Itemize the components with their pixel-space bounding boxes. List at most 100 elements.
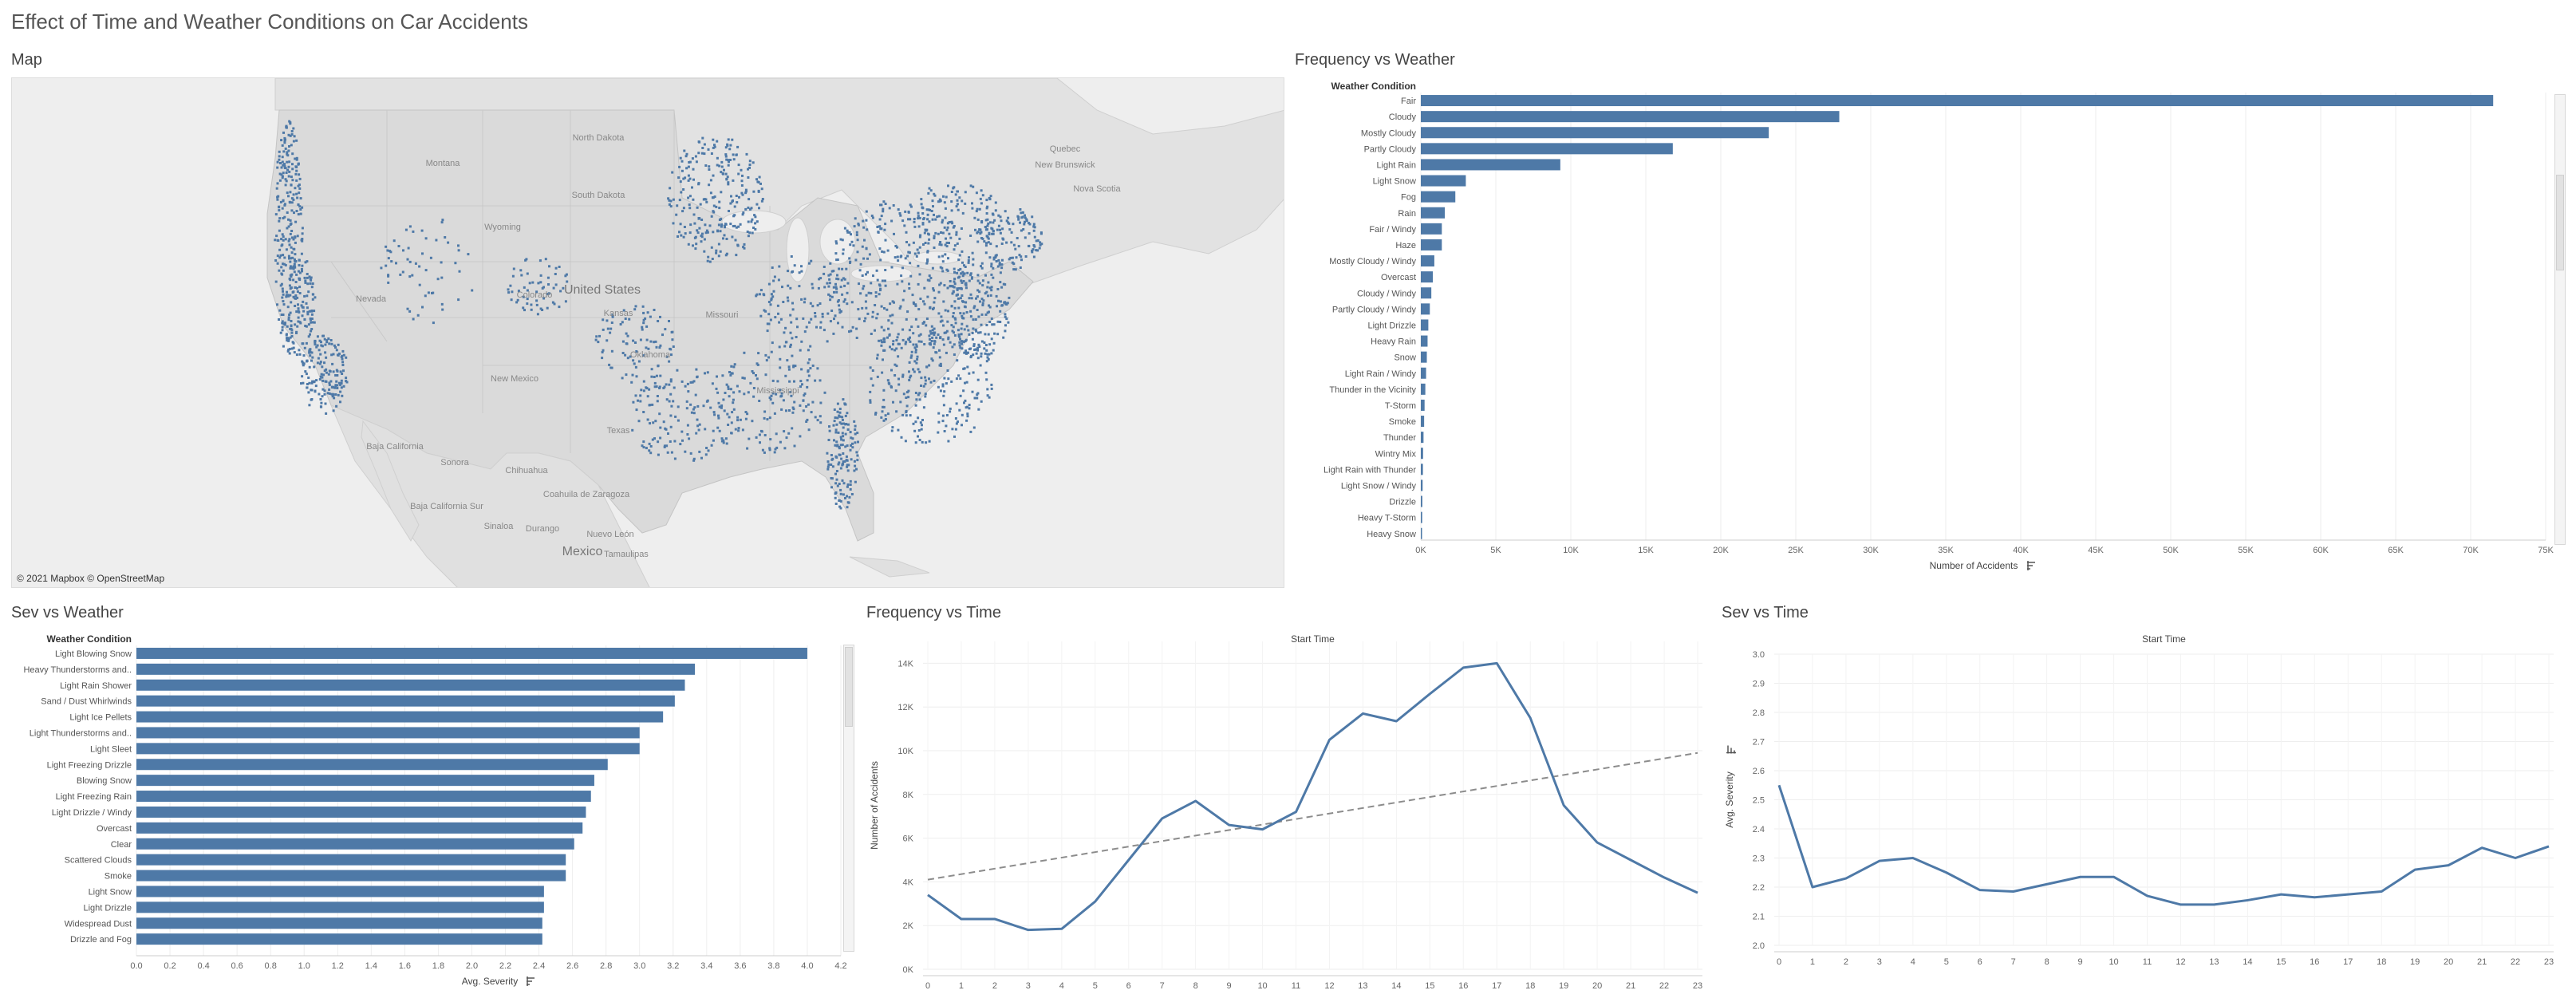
bar-light-drizzle-windy[interactable] xyxy=(136,806,586,818)
data-point-hour-0[interactable] xyxy=(1776,782,1782,788)
bar-haze[interactable] xyxy=(1421,239,1442,250)
bar-fair[interactable] xyxy=(1421,95,2494,107)
data-point-hour-4[interactable] xyxy=(1059,925,1065,932)
sort-descending-icon[interactable] xyxy=(2027,561,2035,570)
bar-t-storm[interactable] xyxy=(1421,399,1425,411)
category-label-heavy-thunderstorms-and[interactable]: Heavy Thunderstorms and.. xyxy=(23,665,132,675)
bar-fair-windy[interactable] xyxy=(1421,223,1442,235)
bar-overcast[interactable] xyxy=(1421,271,1434,283)
category-label-light-freezing-rain[interactable]: Light Freezing Rain xyxy=(56,792,132,802)
bar-mostly-cloudy-windy[interactable] xyxy=(1421,255,1434,267)
bar-clear[interactable] xyxy=(136,838,574,850)
category-label-smoke[interactable]: Smoke xyxy=(1389,417,1416,427)
data-point-hour-3[interactable] xyxy=(1876,858,1883,864)
category-label-heavy-rain[interactable]: Heavy Rain xyxy=(1371,337,1416,347)
data-point-hour-6[interactable] xyxy=(1977,887,1983,894)
category-label-thunder[interactable]: Thunder xyxy=(1383,433,1416,443)
freq-weather-chart[interactable]: Weather Condition Fair Cloudy Mostly Cloudy… xyxy=(1295,73,2576,592)
category-label-mostly-cloudy-windy[interactable]: Mostly Cloudy / Windy xyxy=(1329,257,1416,266)
data-point-hour-0[interactable] xyxy=(925,892,931,898)
category-label-overcast[interactable]: Overcast xyxy=(1381,273,1416,282)
bar-smoke[interactable] xyxy=(136,870,566,882)
data-point-hour-11[interactable] xyxy=(2144,893,2151,899)
bar-widespread-dust[interactable] xyxy=(136,917,542,929)
category-label-smoke[interactable]: Smoke xyxy=(105,872,132,882)
bar-light-drizzle[interactable] xyxy=(136,901,544,913)
category-label-wintry-mix[interactable]: Wintry Mix xyxy=(1375,449,1417,459)
bar-wintry-mix[interactable] xyxy=(1421,448,1423,460)
sev-time-chart[interactable]: Start Time 2.0 2.1 2.2 2.3 2.4 2.5 2.6 2.7 2.8 2.9… xyxy=(1722,626,2567,993)
data-point-hour-16[interactable] xyxy=(2311,894,2318,901)
category-label-fair-windy[interactable]: Fair / Windy xyxy=(1369,225,1416,235)
data-point-hour-8[interactable] xyxy=(2044,881,2050,887)
bar-rain[interactable] xyxy=(1421,207,1446,219)
data-point-hour-15[interactable] xyxy=(2278,891,2284,897)
weather-condition-header[interactable]: Weather Condition xyxy=(47,633,132,645)
bar-partly-cloudy[interactable] xyxy=(1421,143,1673,155)
category-label-light-snow-windy[interactable]: Light Snow / Windy xyxy=(1341,481,1417,491)
series-line[interactable] xyxy=(1777,784,2550,906)
bar-cloudy-windy[interactable] xyxy=(1421,287,1432,299)
category-label-heavy-snow[interactable]: Heavy Snow xyxy=(1367,530,1416,539)
bar-light-sleet[interactable] xyxy=(136,743,640,755)
category-label-cloudy-windy[interactable]: Cloudy / Windy xyxy=(1357,289,1416,298)
category-label-light-snow[interactable]: Light Snow xyxy=(89,887,132,897)
bar-light-freezing-rain[interactable] xyxy=(136,791,591,803)
bar-light-snow-windy[interactable] xyxy=(1421,479,1423,491)
data-point-hour-2[interactable] xyxy=(992,916,998,922)
category-label-light-freezing-drizzle[interactable]: Light Freezing Drizzle xyxy=(47,760,132,770)
data-point-hour-7[interactable] xyxy=(2010,888,2017,894)
category-label-light-rain-with-thunder[interactable]: Light Rain with Thunder xyxy=(1324,465,1416,475)
data-point-hour-18[interactable] xyxy=(1527,715,1533,721)
data-point-hour-9[interactable] xyxy=(2077,874,2084,880)
freq-weather-scrollbar[interactable] xyxy=(2554,94,2566,545)
bar-thunder-in-the-vicinity[interactable] xyxy=(1421,383,1426,395)
category-label-heavy-t-storm[interactable]: Heavy T-Storm xyxy=(1358,514,1416,523)
category-label-light-rain-shower[interactable]: Light Rain Shower xyxy=(60,681,132,691)
data-point-hour-15[interactable] xyxy=(1426,691,1433,697)
category-label-light-drizzle[interactable]: Light Drizzle xyxy=(1367,321,1416,330)
bar-blowing-snow[interactable] xyxy=(136,775,594,787)
bar-light-freezing-drizzle[interactable] xyxy=(136,759,608,771)
bar-partly-cloudy-windy[interactable] xyxy=(1421,303,1430,315)
map-view[interactable]: North Dakota South Dakota Montana Wyomin… xyxy=(11,77,1284,588)
data-point-hour-4[interactable] xyxy=(1910,855,1916,862)
data-point-hour-14[interactable] xyxy=(1393,718,1399,724)
data-point-hour-19[interactable] xyxy=(2412,866,2418,873)
data-point-hour-22[interactable] xyxy=(1661,874,1667,881)
data-point-hour-2[interactable] xyxy=(1843,875,1849,882)
bar-cloudy[interactable] xyxy=(1421,111,1840,123)
category-label-light-sleet[interactable]: Light Sleet xyxy=(90,744,132,754)
category-label-fog[interactable]: Fog xyxy=(1401,193,1416,203)
bar-snow[interactable] xyxy=(1421,351,1427,363)
data-point-hour-3[interactable] xyxy=(1025,927,1032,933)
sev-weather-scrollbar[interactable] xyxy=(843,645,854,952)
bar-smoke[interactable] xyxy=(1421,416,1425,428)
series-line[interactable] xyxy=(927,661,1698,932)
category-label-sand-dust-whirlwinds[interactable]: Sand / Dust Whirlwinds xyxy=(41,697,132,707)
category-label-drizzle-and-fog[interactable]: Drizzle and Fog xyxy=(70,935,132,945)
data-point-hour-20[interactable] xyxy=(1594,839,1600,846)
data-point-hour-1[interactable] xyxy=(1809,884,1816,890)
category-label-rain[interactable]: Rain xyxy=(1398,209,1416,219)
data-point-hour-10[interactable] xyxy=(1260,826,1266,833)
bar-light-thunderstorms-and[interactable] xyxy=(136,727,640,739)
category-label-partly-cloudy[interactable]: Partly Cloudy xyxy=(1364,144,1417,154)
category-label-thunder-in-the-vicinity[interactable]: Thunder in the Vicinity xyxy=(1329,385,1416,395)
data-point-hour-1[interactable] xyxy=(958,916,965,922)
category-label-t-storm[interactable]: T-Storm xyxy=(1385,401,1416,411)
data-point-hour-20[interactable] xyxy=(2445,862,2452,869)
bar-light-rain[interactable] xyxy=(1421,159,1560,171)
bar-heavy-snow[interactable] xyxy=(1421,527,1422,539)
sort-icon[interactable] xyxy=(1726,745,1736,754)
category-label-light-rain-windy[interactable]: Light Rain / Windy xyxy=(1345,369,1417,379)
data-point-hour-17[interactable] xyxy=(1493,660,1500,666)
data-point-hour-10[interactable] xyxy=(2111,874,2117,880)
category-label-cloudy[interactable]: Cloudy xyxy=(1389,112,1417,122)
bar-light-rain-with-thunder[interactable] xyxy=(1421,464,1423,475)
category-label-mostly-cloudy[interactable]: Mostly Cloudy xyxy=(1361,128,1417,138)
category-label-snow[interactable]: Snow xyxy=(1394,353,1416,363)
data-point-hour-8[interactable] xyxy=(1193,798,1199,804)
category-label-clear[interactable]: Clear xyxy=(111,840,132,850)
category-label-overcast[interactable]: Overcast xyxy=(97,824,132,834)
